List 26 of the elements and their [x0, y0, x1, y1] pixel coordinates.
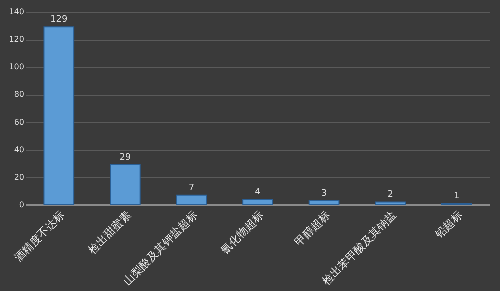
x-tick-label: 检出甜蜜素 — [86, 208, 134, 257]
y-tick-label: 100 — [9, 62, 24, 72]
data-label: 3 — [321, 188, 328, 199]
x-tick-label: 氰化物超标 — [218, 208, 266, 257]
bar — [308, 200, 340, 206]
y-tick-label: 40 — [14, 145, 24, 154]
bar — [176, 194, 208, 206]
data-label: 29 — [120, 153, 132, 164]
y-tick-label: 80 — [14, 90, 24, 100]
y-tick-label: 60 — [14, 118, 24, 127]
x-tick-label: 酒精度不达标 — [12, 208, 68, 265]
bar — [110, 164, 141, 206]
bar — [375, 202, 406, 206]
data-label: 2 — [388, 190, 394, 200]
bar — [242, 198, 274, 206]
data-label: 129 — [50, 15, 68, 26]
data-label: 1 — [454, 192, 460, 202]
x-tick-label: 甲醇超标 — [292, 208, 333, 250]
y-tick-label: 140 — [9, 8, 24, 16]
data-label: 7 — [188, 183, 195, 194]
x-tick-label: 铅超标 — [432, 208, 466, 242]
y-tick-label: 0 — [19, 200, 24, 210]
bar — [44, 26, 75, 206]
data-label: 4 — [255, 187, 262, 198]
y-tick-label: 20 — [14, 172, 24, 182]
y-tick-label: 120 — [9, 35, 24, 44]
